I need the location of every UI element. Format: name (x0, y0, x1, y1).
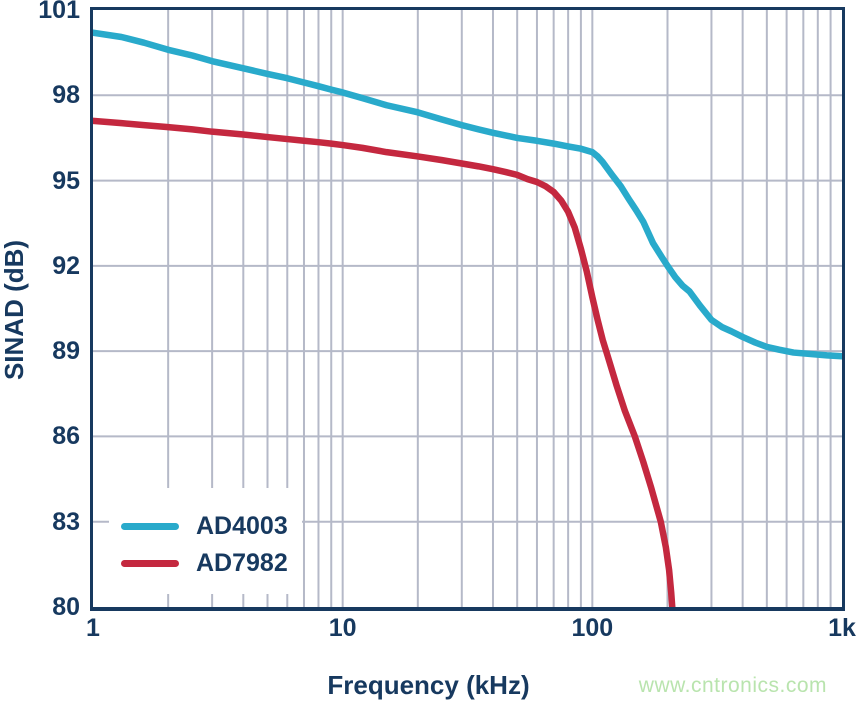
x-tick-label: 1k (828, 614, 856, 642)
y-tick-label: 95 (52, 166, 80, 195)
legend-label: AD4003 (196, 512, 288, 540)
y-tick-label: 80 (52, 593, 80, 621)
x-axis-title: Frequency (kHz) (327, 670, 530, 700)
legend-swatch-icon (121, 523, 179, 530)
series-ad4003-line (93, 29, 842, 360)
legend-label: AD7982 (196, 549, 288, 577)
legend-swatch-icon (121, 560, 179, 567)
y-tick-label: 92 (52, 251, 80, 280)
legend-item-ad7982: AD7982 (121, 545, 288, 582)
y-tick-label: 98 (52, 81, 80, 110)
y-tick-label: 86 (52, 422, 80, 451)
x-tick-label: 1 (86, 614, 100, 642)
y-tick-label: 89 (52, 337, 80, 366)
plot-area: AD4003 AD7982 (90, 7, 845, 611)
watermark: www.cntronics.com (638, 674, 827, 697)
legend-item-ad4003: AD4003 (121, 508, 288, 545)
chart-canvas (93, 10, 842, 607)
x-tick-label: 100 (571, 614, 614, 642)
x-tick-label: 10 (328, 614, 357, 642)
legend: AD4003 AD7982 (109, 488, 302, 594)
y-tick-label: 101 (38, 0, 80, 24)
y-tick-label: 83 (52, 507, 80, 536)
series-ad7982-line (93, 117, 676, 607)
